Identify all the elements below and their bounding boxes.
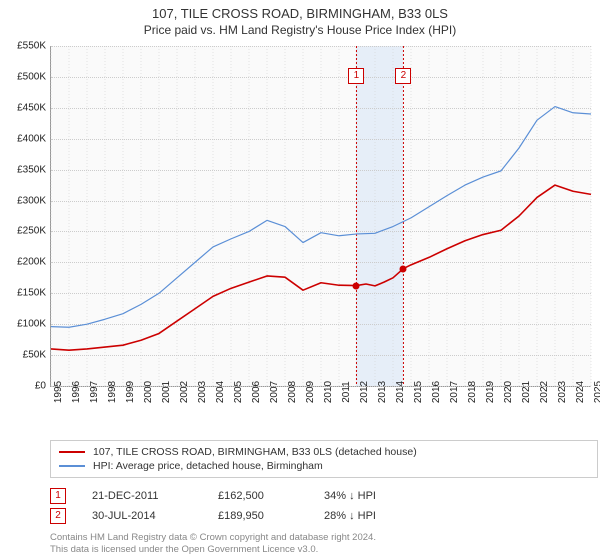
sale-delta: 34% ↓ HPI [324, 490, 376, 502]
x-tick-label: 2012 [359, 381, 370, 403]
x-tick-label: 2004 [215, 381, 226, 403]
y-tick-label: £400K [6, 133, 46, 144]
chart-marker-box: 2 [395, 68, 411, 84]
y-tick-label: £350K [6, 164, 46, 175]
legend-item: 107, TILE CROSS ROAD, BIRMINGHAM, B33 0L… [59, 445, 589, 459]
chart-subtitle: Price paid vs. HM Land Registry's House … [0, 21, 600, 41]
sale-date: 30-JUL-2014 [92, 510, 192, 522]
sales-table: 1 21-DEC-2011 £162,500 34% ↓ HPI 2 30-JU… [50, 486, 376, 526]
y-tick-label: £200K [6, 257, 46, 268]
chart-plot-area: 12 [50, 46, 591, 387]
x-tick-label: 2001 [161, 381, 172, 403]
x-tick-label: 2015 [413, 381, 424, 403]
x-tick-label: 2018 [467, 381, 478, 403]
x-tick-label: 2007 [269, 381, 280, 403]
x-tick-label: 2025 [593, 381, 600, 403]
x-tick-label: 2006 [251, 381, 262, 403]
legend-swatch [59, 465, 85, 467]
legend-swatch [59, 451, 85, 453]
chart-lines-svg [51, 46, 591, 386]
chart-container: 107, TILE CROSS ROAD, BIRMINGHAM, B33 0L… [0, 0, 600, 560]
legend-label: 107, TILE CROSS ROAD, BIRMINGHAM, B33 0L… [93, 446, 417, 458]
legend-item: HPI: Average price, detached house, Birm… [59, 459, 589, 473]
x-tick-label: 2008 [287, 381, 298, 403]
y-tick-label: £50K [6, 350, 46, 361]
y-tick-label: £250K [6, 226, 46, 237]
x-tick-label: 1998 [107, 381, 118, 403]
footer-attribution: Contains HM Land Registry data © Crown c… [50, 532, 376, 556]
x-tick-label: 2010 [323, 381, 334, 403]
x-tick-label: 1999 [125, 381, 136, 403]
y-tick-label: £150K [6, 288, 46, 299]
x-tick-label: 2014 [395, 381, 406, 403]
y-tick-label: £550K [6, 41, 46, 52]
sale-marker-icon: 2 [50, 508, 66, 524]
x-tick-label: 1997 [89, 381, 100, 403]
sale-price: £162,500 [218, 490, 298, 502]
x-tick-label: 2005 [233, 381, 244, 403]
x-tick-label: 2011 [341, 381, 352, 403]
x-tick-label: 2000 [143, 381, 154, 403]
sales-row: 2 30-JUL-2014 £189,950 28% ↓ HPI [50, 506, 376, 526]
chart-marker-box: 1 [348, 68, 364, 84]
sale-delta: 28% ↓ HPI [324, 510, 376, 522]
x-tick-label: 2023 [557, 381, 568, 403]
x-tick-label: 2017 [449, 381, 460, 403]
x-tick-label: 2021 [521, 381, 532, 403]
y-tick-label: £0 [6, 381, 46, 392]
x-tick-label: 2003 [197, 381, 208, 403]
sales-row: 1 21-DEC-2011 £162,500 34% ↓ HPI [50, 486, 376, 506]
sale-price: £189,950 [218, 510, 298, 522]
legend-box: 107, TILE CROSS ROAD, BIRMINGHAM, B33 0L… [50, 440, 598, 478]
chart-title: 107, TILE CROSS ROAD, BIRMINGHAM, B33 0L… [0, 0, 600, 21]
y-tick-label: £100K [6, 319, 46, 330]
x-tick-label: 2009 [305, 381, 316, 403]
x-tick-label: 1996 [71, 381, 82, 403]
x-tick-label: 2024 [575, 381, 586, 403]
footer-line: Contains HM Land Registry data © Crown c… [50, 532, 376, 543]
footer-line: This data is licensed under the Open Gov… [50, 544, 318, 555]
y-tick-label: £450K [6, 102, 46, 113]
x-tick-label: 2020 [503, 381, 514, 403]
x-tick-label: 2016 [431, 381, 442, 403]
y-tick-label: £300K [6, 195, 46, 206]
legend-label: HPI: Average price, detached house, Birm… [93, 460, 323, 472]
x-tick-label: 2019 [485, 381, 496, 403]
x-tick-label: 2002 [179, 381, 190, 403]
x-tick-label: 1995 [53, 381, 64, 403]
x-tick-label: 2022 [539, 381, 550, 403]
y-tick-label: £500K [6, 71, 46, 82]
sale-date: 21-DEC-2011 [92, 490, 192, 502]
x-tick-label: 2013 [377, 381, 388, 403]
sale-marker-icon: 1 [50, 488, 66, 504]
